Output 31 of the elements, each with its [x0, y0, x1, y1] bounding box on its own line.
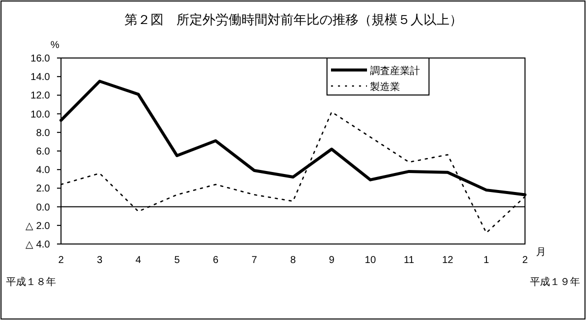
text: 平成１９年 [530, 276, 580, 288]
y-axis-title: % [50, 40, 60, 51]
x-tick-label: 4 [136, 255, 142, 266]
y-tick-label: 10.0 [30, 109, 50, 120]
x-tick-label: 8 [290, 255, 296, 266]
y-tick-label: 14.0 [30, 72, 50, 84]
y-tick-label: 6.0 [36, 146, 50, 158]
x-tick-label: 5 [174, 255, 180, 266]
x-tick-label: 10 [364, 255, 376, 266]
x-tick-label: 3 [96, 255, 103, 266]
y-tick-label: 16.0 [30, 54, 50, 64]
y-tick-label: △ 4.0 [25, 240, 50, 250]
y-tick-label: 12.0 [30, 90, 50, 102]
legend-label: 製造業 [370, 81, 400, 93]
text: 平成１８年 [6, 276, 56, 288]
y-tick-label: 2.0 [36, 184, 50, 195]
x-tick-label: 12 [442, 255, 454, 266]
x-tick-label: 1 [484, 255, 490, 266]
y-tick-label: 8.0 [36, 128, 50, 139]
chart-title: 第２図 所定外労働時間対前年比の推移（規模５人以上） [124, 12, 462, 27]
x-tick-label: 2 [522, 255, 528, 266]
x-tick-label: 7 [252, 255, 258, 266]
legend-label: 調査産業計 [370, 65, 420, 77]
x-tick-label: 9 [328, 255, 335, 266]
y-tick-label: 4.0 [36, 165, 50, 176]
x-tick-label: 6 [212, 255, 219, 266]
y-tick-label: 0.0 [36, 202, 50, 214]
x-tick-label: 2 [58, 255, 64, 266]
y-tick-label: △ 2.0 [25, 220, 50, 232]
x-axis-title: 月 [536, 247, 546, 258]
x-tick-label: 11 [404, 255, 415, 266]
